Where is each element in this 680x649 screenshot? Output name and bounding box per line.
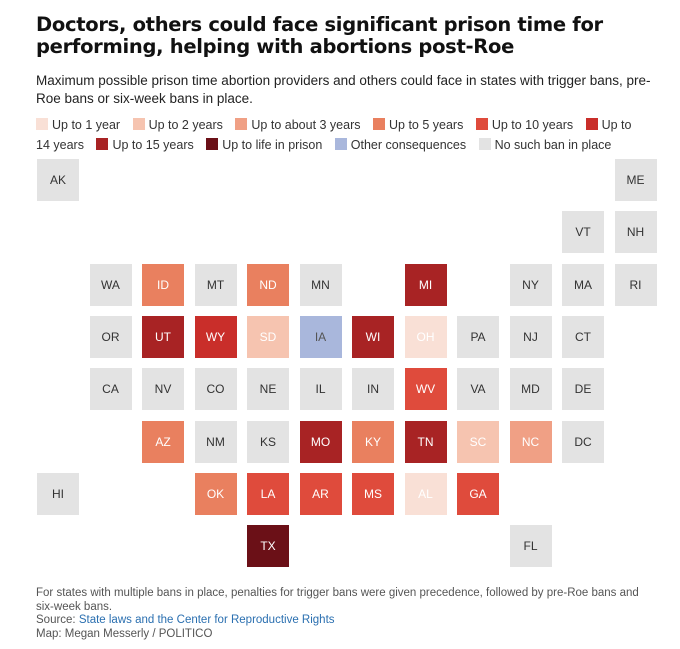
page-title: Doctors, others could face significant p… [36, 13, 603, 58]
state-tile-il[interactable]: IL [299, 368, 342, 411]
state-tile-nm[interactable]: NM [194, 420, 237, 463]
state-tile-fl[interactable]: FL [509, 525, 552, 568]
state-tile-ct[interactable]: CT [562, 315, 604, 358]
state-tile-mt[interactable]: MT [194, 263, 237, 306]
state-tile-in[interactable]: IN [352, 368, 394, 411]
legend-item: Up to 5 years [373, 118, 463, 132]
state-tile-ok[interactable]: OK [194, 472, 237, 515]
state-tile-ak[interactable]: AK [37, 159, 79, 201]
credit: Map: Megan Messerly / POLITICO [36, 627, 213, 640]
state-tile-mo[interactable]: MO [299, 420, 342, 463]
legend-label: Up to about 3 years [251, 118, 361, 132]
state-tile-de[interactable]: DE [562, 368, 604, 411]
state-tile-ut[interactable]: UT [142, 315, 184, 358]
legend-label: Other consequences [350, 137, 467, 152]
state-tile-la[interactable]: LA [247, 472, 289, 515]
legend-label: Up to 1 year [52, 118, 121, 132]
state-tile-va[interactable]: VA [457, 368, 499, 411]
legend-item: Up to 1 year [36, 118, 120, 132]
legend-item: No such ban in place [478, 137, 612, 152]
legend-label: Up to 10 years [491, 118, 574, 132]
legend-swatch [585, 118, 598, 130]
legend-swatch [235, 118, 248, 130]
state-tile-ms[interactable]: MS [352, 472, 394, 515]
state-tile-sc[interactable]: SC [457, 420, 499, 463]
state-tile-wy[interactable]: WY [194, 315, 237, 358]
state-tile-ri[interactable]: RI [614, 263, 657, 306]
state-tile-md[interactable]: MD [509, 368, 552, 411]
state-tile-hi[interactable]: HI [37, 472, 79, 515]
page-subtitle: Maximum possible prison time abortion pr… [36, 73, 651, 106]
state-tile-ma[interactable]: MA [562, 263, 604, 306]
legend-swatch [36, 118, 48, 130]
source-link[interactable]: State laws and the Center for Reproducti… [78, 614, 335, 626]
footnote: For states with multiple bans in place, … [36, 587, 639, 613]
legend-label: Up to 2 years [148, 118, 223, 132]
state-tile-ny[interactable]: NY [509, 263, 552, 306]
state-tile-vt[interactable]: VT [562, 211, 604, 254]
legend-item: Up to 10 years [475, 118, 574, 132]
legend-label: Up to 14 years [36, 118, 632, 152]
legend-swatch [132, 118, 145, 130]
state-tile-co[interactable]: CO [194, 368, 237, 411]
state-tile-or[interactable]: OR [89, 315, 132, 358]
legend-swatch [96, 137, 109, 150]
state-tile-tx[interactable]: TX [247, 525, 289, 568]
state-tile-wa[interactable]: WA [89, 263, 132, 306]
state-tile-ne[interactable]: NE [247, 368, 289, 411]
legend-swatch [206, 137, 219, 150]
state-tile-mn[interactable]: MN [299, 263, 342, 306]
legend-item: Up to 15 years [96, 137, 194, 152]
state-tile-ga[interactable]: GA [457, 472, 499, 515]
state-tile-id[interactable]: ID [142, 263, 184, 306]
state-tile-wv[interactable]: WV [404, 368, 447, 411]
state-tile-oh[interactable]: OH [404, 315, 447, 358]
legend-swatch [373, 118, 385, 130]
state-tile-nv[interactable]: NV [142, 368, 184, 411]
legend-item: Up to 2 years [132, 118, 223, 132]
legend-swatch [334, 137, 347, 150]
legend-label: Up to life in prison [222, 137, 323, 152]
legend-label: Up to 15 years [112, 137, 194, 152]
state-tile-pa[interactable]: PA [457, 315, 499, 358]
legend: Up to 1 year Up to 2 years Up to about 3… [36, 116, 646, 155]
state-tile-nh[interactable]: NH [614, 211, 657, 254]
legend-item: Up to life in prison [206, 137, 323, 152]
state-tile-ca[interactable]: CA [89, 368, 132, 411]
legend-label: Up to 5 years [389, 118, 464, 132]
legend-swatch [478, 137, 491, 150]
state-tile-ia[interactable]: IA [299, 315, 342, 358]
legend-label: No such ban in place [494, 137, 612, 152]
state-tile-mi[interactable]: MI [404, 263, 447, 306]
legend-item: Other consequences [334, 137, 467, 152]
source-prefix: Source: [36, 614, 79, 626]
state-tile-me[interactable]: ME [614, 159, 657, 201]
state-tile-az[interactable]: AZ [142, 420, 184, 463]
state-tile-nc[interactable]: NC [509, 420, 552, 463]
state-tile-tn[interactable]: TN [404, 420, 447, 463]
legend-item: Up to 14 years [36, 118, 632, 152]
state-tile-nd[interactable]: ND [247, 263, 289, 306]
state-tile-ky[interactable]: KY [352, 420, 394, 463]
legend-item: Up to about 3 years [235, 118, 361, 132]
state-tile-ks[interactable]: KS [247, 420, 289, 463]
state-tile-al[interactable]: AL [404, 472, 447, 515]
state-tile-sd[interactable]: SD [247, 315, 289, 358]
state-tile-dc[interactable]: DC [562, 420, 604, 463]
state-tile-ar[interactable]: AR [299, 472, 342, 515]
notes: For states with multiple bans in place, … [36, 587, 651, 641]
state-tile-nj[interactable]: NJ [509, 315, 552, 358]
source-line: Source: State laws and the Center for Re… [36, 614, 651, 628]
legend-swatch [475, 118, 488, 130]
state-tile-wi[interactable]: WI [352, 315, 394, 358]
